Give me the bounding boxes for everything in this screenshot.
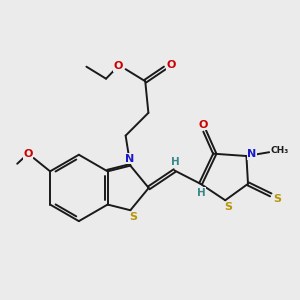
Text: S: S [274,194,282,204]
Text: O: O [23,149,33,159]
Text: O: O [167,60,176,70]
Text: S: S [129,212,137,222]
Text: O: O [114,61,123,71]
Text: H: H [171,157,180,167]
Text: CH₃: CH₃ [270,146,288,155]
Text: O: O [198,120,208,130]
Text: H: H [197,188,206,198]
Text: S: S [224,202,232,212]
Text: N: N [248,149,257,159]
Text: N: N [125,154,134,164]
